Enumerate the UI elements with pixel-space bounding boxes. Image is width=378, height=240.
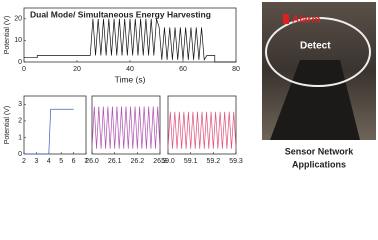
x-tick-label: 7 <box>84 158 88 165</box>
x-tick-label: 0 <box>22 66 26 73</box>
y-tick-label: 1 <box>18 134 22 141</box>
chart-title: Dual Mode/ Simultaneous Energy Harvestin… <box>30 9 211 19</box>
data-line <box>91 106 161 149</box>
y-tick-label: 3 <box>18 101 22 108</box>
data-line <box>24 108 74 155</box>
y-tick-label: 2 <box>18 118 22 125</box>
detect-text: Detect <box>300 41 331 52</box>
data-line <box>167 111 237 149</box>
x-tick-label: 26.3 <box>153 158 167 165</box>
caption: Applications <box>292 159 346 169</box>
y-axis-label: Potential (V) <box>4 106 11 145</box>
x-tick-label: 80 <box>232 66 240 73</box>
x-tick-label: 5 <box>59 158 63 165</box>
x-tick-label: 6 <box>72 158 76 165</box>
x-tick-label: 59.0 <box>161 158 175 165</box>
detect-ring <box>265 17 371 87</box>
x-tick-label: 59.2 <box>207 158 221 165</box>
x-tick-label: 59.3 <box>229 158 243 165</box>
x-tick-label: 26.1 <box>108 158 122 165</box>
x-tick-label: 26.0 <box>85 158 99 165</box>
y-tick-label: 0 <box>18 151 22 158</box>
data-line <box>24 18 236 63</box>
x-tick-label: 3 <box>34 158 38 165</box>
plot-frame <box>91 95 161 155</box>
x-tick-label: 20 <box>73 66 81 73</box>
photo: Alarm Detect Sensor Network Applications <box>262 2 376 169</box>
y-axis-label: Potential (V) <box>4 16 11 55</box>
figure: Alarm Detect Sensor Network Applications… <box>4 2 376 169</box>
y-tick-label: 10 <box>14 37 22 44</box>
y-tick-label: 20 <box>14 16 22 23</box>
x-tick-label: 2 <box>22 158 26 165</box>
x-tick-label: 26.2 <box>131 158 145 165</box>
person <box>270 60 360 140</box>
alarm-text: Alarm <box>292 15 320 26</box>
alarm-light <box>283 14 289 24</box>
x-tick-label: 4 <box>47 158 51 165</box>
x-tick-label: 59.1 <box>184 158 198 165</box>
y-tick-label: 0 <box>18 59 22 66</box>
x-axis-label: Time (s) <box>115 74 146 84</box>
caption: Sensor Network <box>285 146 355 156</box>
x-tick-label: 40 <box>126 66 134 73</box>
plot-frame <box>23 95 87 155</box>
x-tick-label: 60 <box>179 66 187 73</box>
plot-frame <box>167 95 237 155</box>
